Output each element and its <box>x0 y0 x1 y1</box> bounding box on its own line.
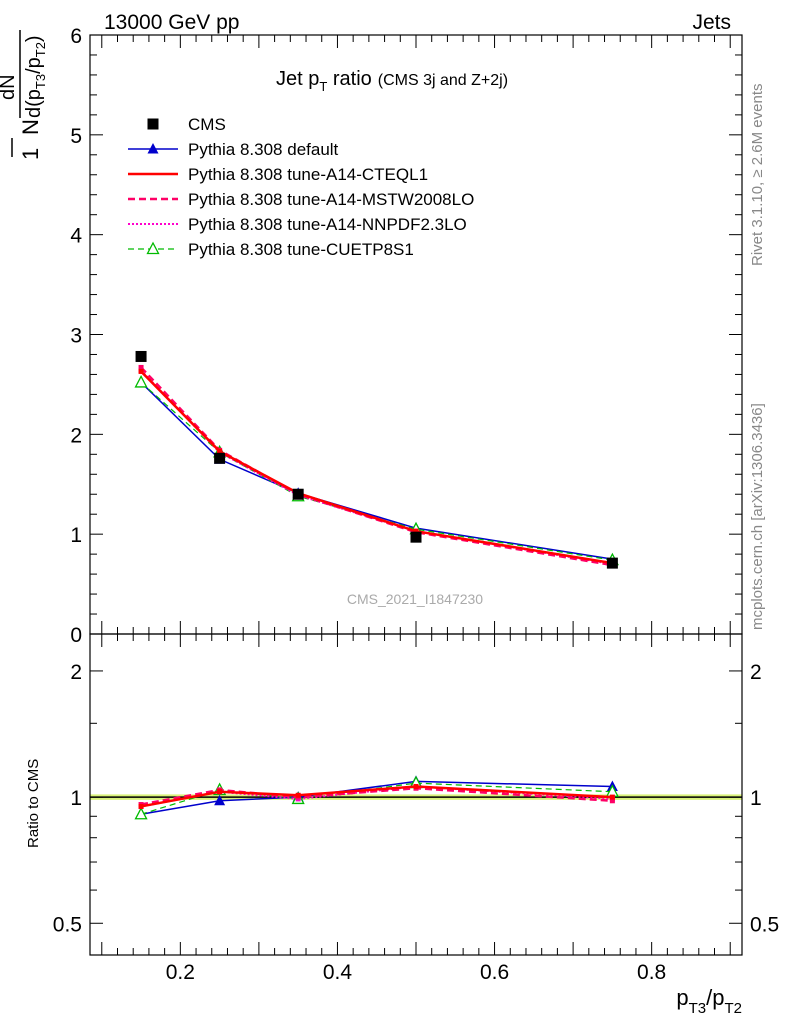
data-point-marker <box>135 350 147 362</box>
data-point-marker <box>606 557 618 569</box>
series-mstw <box>138 364 615 568</box>
small-marker <box>609 794 615 800</box>
legend-item-nnpdf: Pythia 8.308 tune-A14-NNPDF2.3LO <box>128 215 467 234</box>
y-tick-label: 1 <box>70 787 82 810</box>
ylabel-n: N <box>18 119 43 135</box>
y-tick-label: 2 <box>70 424 82 447</box>
y-tick-label: 6 <box>70 25 82 48</box>
rivet-label: Rivet 3.1.10, ≥ 2.6M events <box>749 84 766 267</box>
header-energy: 13000 GeV pp <box>104 11 239 34</box>
y-tick-label: 5 <box>70 125 82 148</box>
legend-label: Pythia 8.308 tune-A14-MSTW2008LO <box>188 190 474 209</box>
small-marker <box>217 789 223 795</box>
y-tick-label: 1 <box>70 524 82 547</box>
y-tick-label: 0.5 <box>53 913 82 936</box>
small-marker <box>217 448 223 454</box>
x-tick-label: 0.6 <box>480 961 509 984</box>
x-axis-label: pT3/pT2 <box>676 985 742 1017</box>
y-tick-label: 3 <box>70 325 82 348</box>
series-cuetp <box>134 375 619 566</box>
series-line-cteql <box>140 370 613 565</box>
data-point-marker <box>410 531 422 543</box>
small-marker <box>138 368 144 374</box>
legend-label: Pythia 8.308 default <box>188 140 339 159</box>
y-axis-label-ratio: Ratio to CMS <box>25 759 42 848</box>
analysis-watermark: CMS_2021_I1847230 <box>347 591 483 607</box>
series-data <box>135 350 618 569</box>
mcplots-label: mcplots.cern.ch [arXiv:1306.3436] <box>749 403 766 630</box>
open-triangle-marker <box>134 375 148 388</box>
ylabel-one: 1 <box>18 148 43 160</box>
open-triangle-marker <box>134 806 148 820</box>
data-point-marker <box>214 452 226 464</box>
legend-label: Pythia 8.308 tune-CUETP8S1 <box>188 240 414 259</box>
series-nnpdf <box>138 367 615 567</box>
y-tick-label-right: 0.5 <box>750 913 779 936</box>
y-tick-label-right: 2 <box>750 661 762 684</box>
series-default <box>135 376 618 564</box>
ylabel-dn: dN <box>0 74 19 100</box>
small-marker <box>609 798 615 804</box>
y-tick-label: 2 <box>70 661 82 684</box>
legend-item-mstw: Pythia 8.308 tune-A14-MSTW2008LO <box>128 190 474 209</box>
main-plot: 0 1 2 3 4 5 6 <box>70 25 743 647</box>
series-line-mstw <box>140 366 613 567</box>
legend-item-cteql: Pythia 8.308 tune-A14-CTEQL1 <box>128 165 428 184</box>
series-cteql <box>138 368 615 566</box>
small-marker <box>413 783 419 789</box>
y-tick-label-right: 1 <box>750 787 762 810</box>
y-tick-label: 4 <box>70 225 82 248</box>
x-tick-label: 0.8 <box>637 961 666 984</box>
open-triangle-marker <box>146 241 160 255</box>
ylabel-denominator: d(pT3/pT2) <box>23 35 48 118</box>
y-axis-label-main: 1 N dN d(pT3/pT2) <box>0 30 48 160</box>
triangle-marker <box>214 794 226 806</box>
legend-label: Pythia 8.308 tune-A14-NNPDF2.3LO <box>188 215 467 234</box>
small-marker <box>138 364 144 370</box>
legend-item-default: Pythia 8.308 default <box>128 140 339 159</box>
series-line-nnpdf <box>140 369 613 566</box>
ratio-series-cteql <box>138 783 615 809</box>
series-line-cuetp <box>140 381 613 561</box>
header-jets: Jets <box>692 11 731 34</box>
legend-swatch <box>147 118 159 130</box>
small-marker <box>295 792 301 798</box>
legend-item-data: CMS <box>147 115 226 134</box>
x-tick-label: 0.4 <box>323 961 353 984</box>
data-point-marker <box>292 488 304 500</box>
legend-label: Pythia 8.308 tune-A14-CTEQL1 <box>188 165 428 184</box>
series-line-default <box>140 381 613 560</box>
x-tick-label: 0.2 <box>166 961 195 984</box>
legend-item-cuetp: Pythia 8.308 tune-CUETP8S1 <box>128 240 414 259</box>
plot-title: Jet pT ratio (CMS 3j and Z+2j) <box>276 68 508 94</box>
ratio-plot: 0.5 1 2 0.5 1 2 0.2 0.4 0.6 0.8 <box>53 633 779 984</box>
legend-label: CMS <box>188 115 226 134</box>
triangle-marker <box>147 143 159 154</box>
small-marker <box>413 528 419 534</box>
legend: CMS Pythia 8.308 default Pythia 8.308 tune… <box>128 115 474 259</box>
y-tick-label: 0 <box>70 624 82 647</box>
small-marker <box>138 803 144 809</box>
